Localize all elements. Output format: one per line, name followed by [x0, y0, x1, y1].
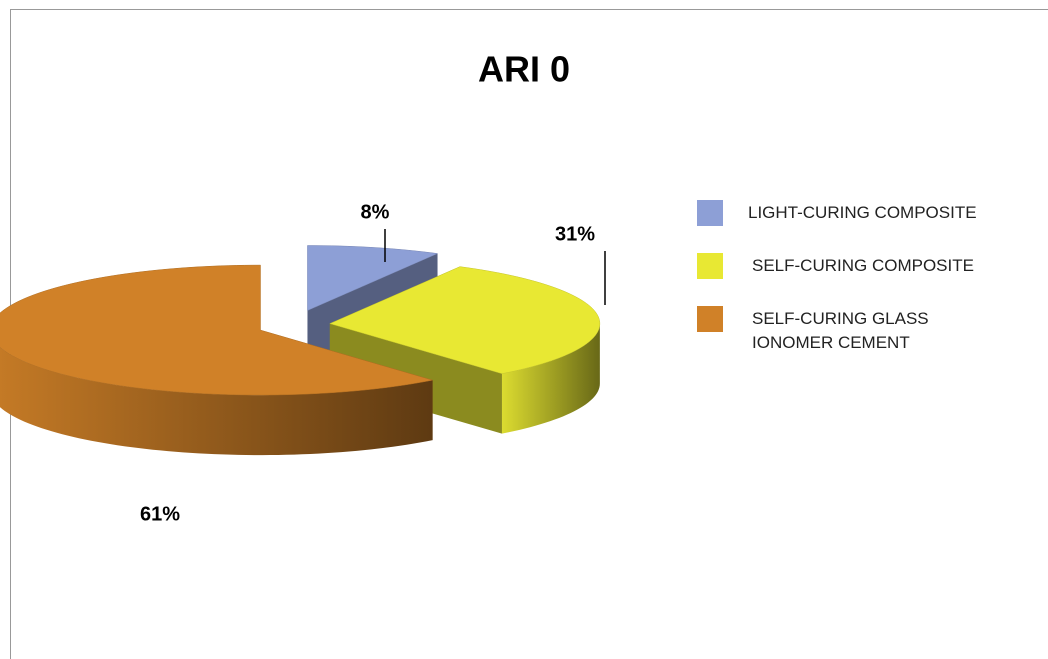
slice	[329, 266, 601, 374]
data-label: 61%	[140, 503, 180, 525]
slice-side	[0, 347, 433, 456]
slice	[0, 264, 433, 396]
legend-swatch	[697, 306, 723, 332]
chart-title: ARI 0	[478, 49, 570, 90]
legend-label: LIGHT-CURING COMPOSITE	[748, 203, 977, 222]
slice-side	[501, 323, 600, 434]
legend-label: SELF-CURING GLASS IONOMER CEMENT	[752, 309, 929, 352]
data-label: 31%	[555, 223, 595, 245]
data-label: 8%	[361, 201, 390, 223]
legend-label: SELF-CURING COMPOSITE	[752, 256, 974, 275]
legend-swatch	[697, 253, 723, 279]
legend-swatch	[697, 200, 723, 226]
slice	[307, 245, 439, 311]
